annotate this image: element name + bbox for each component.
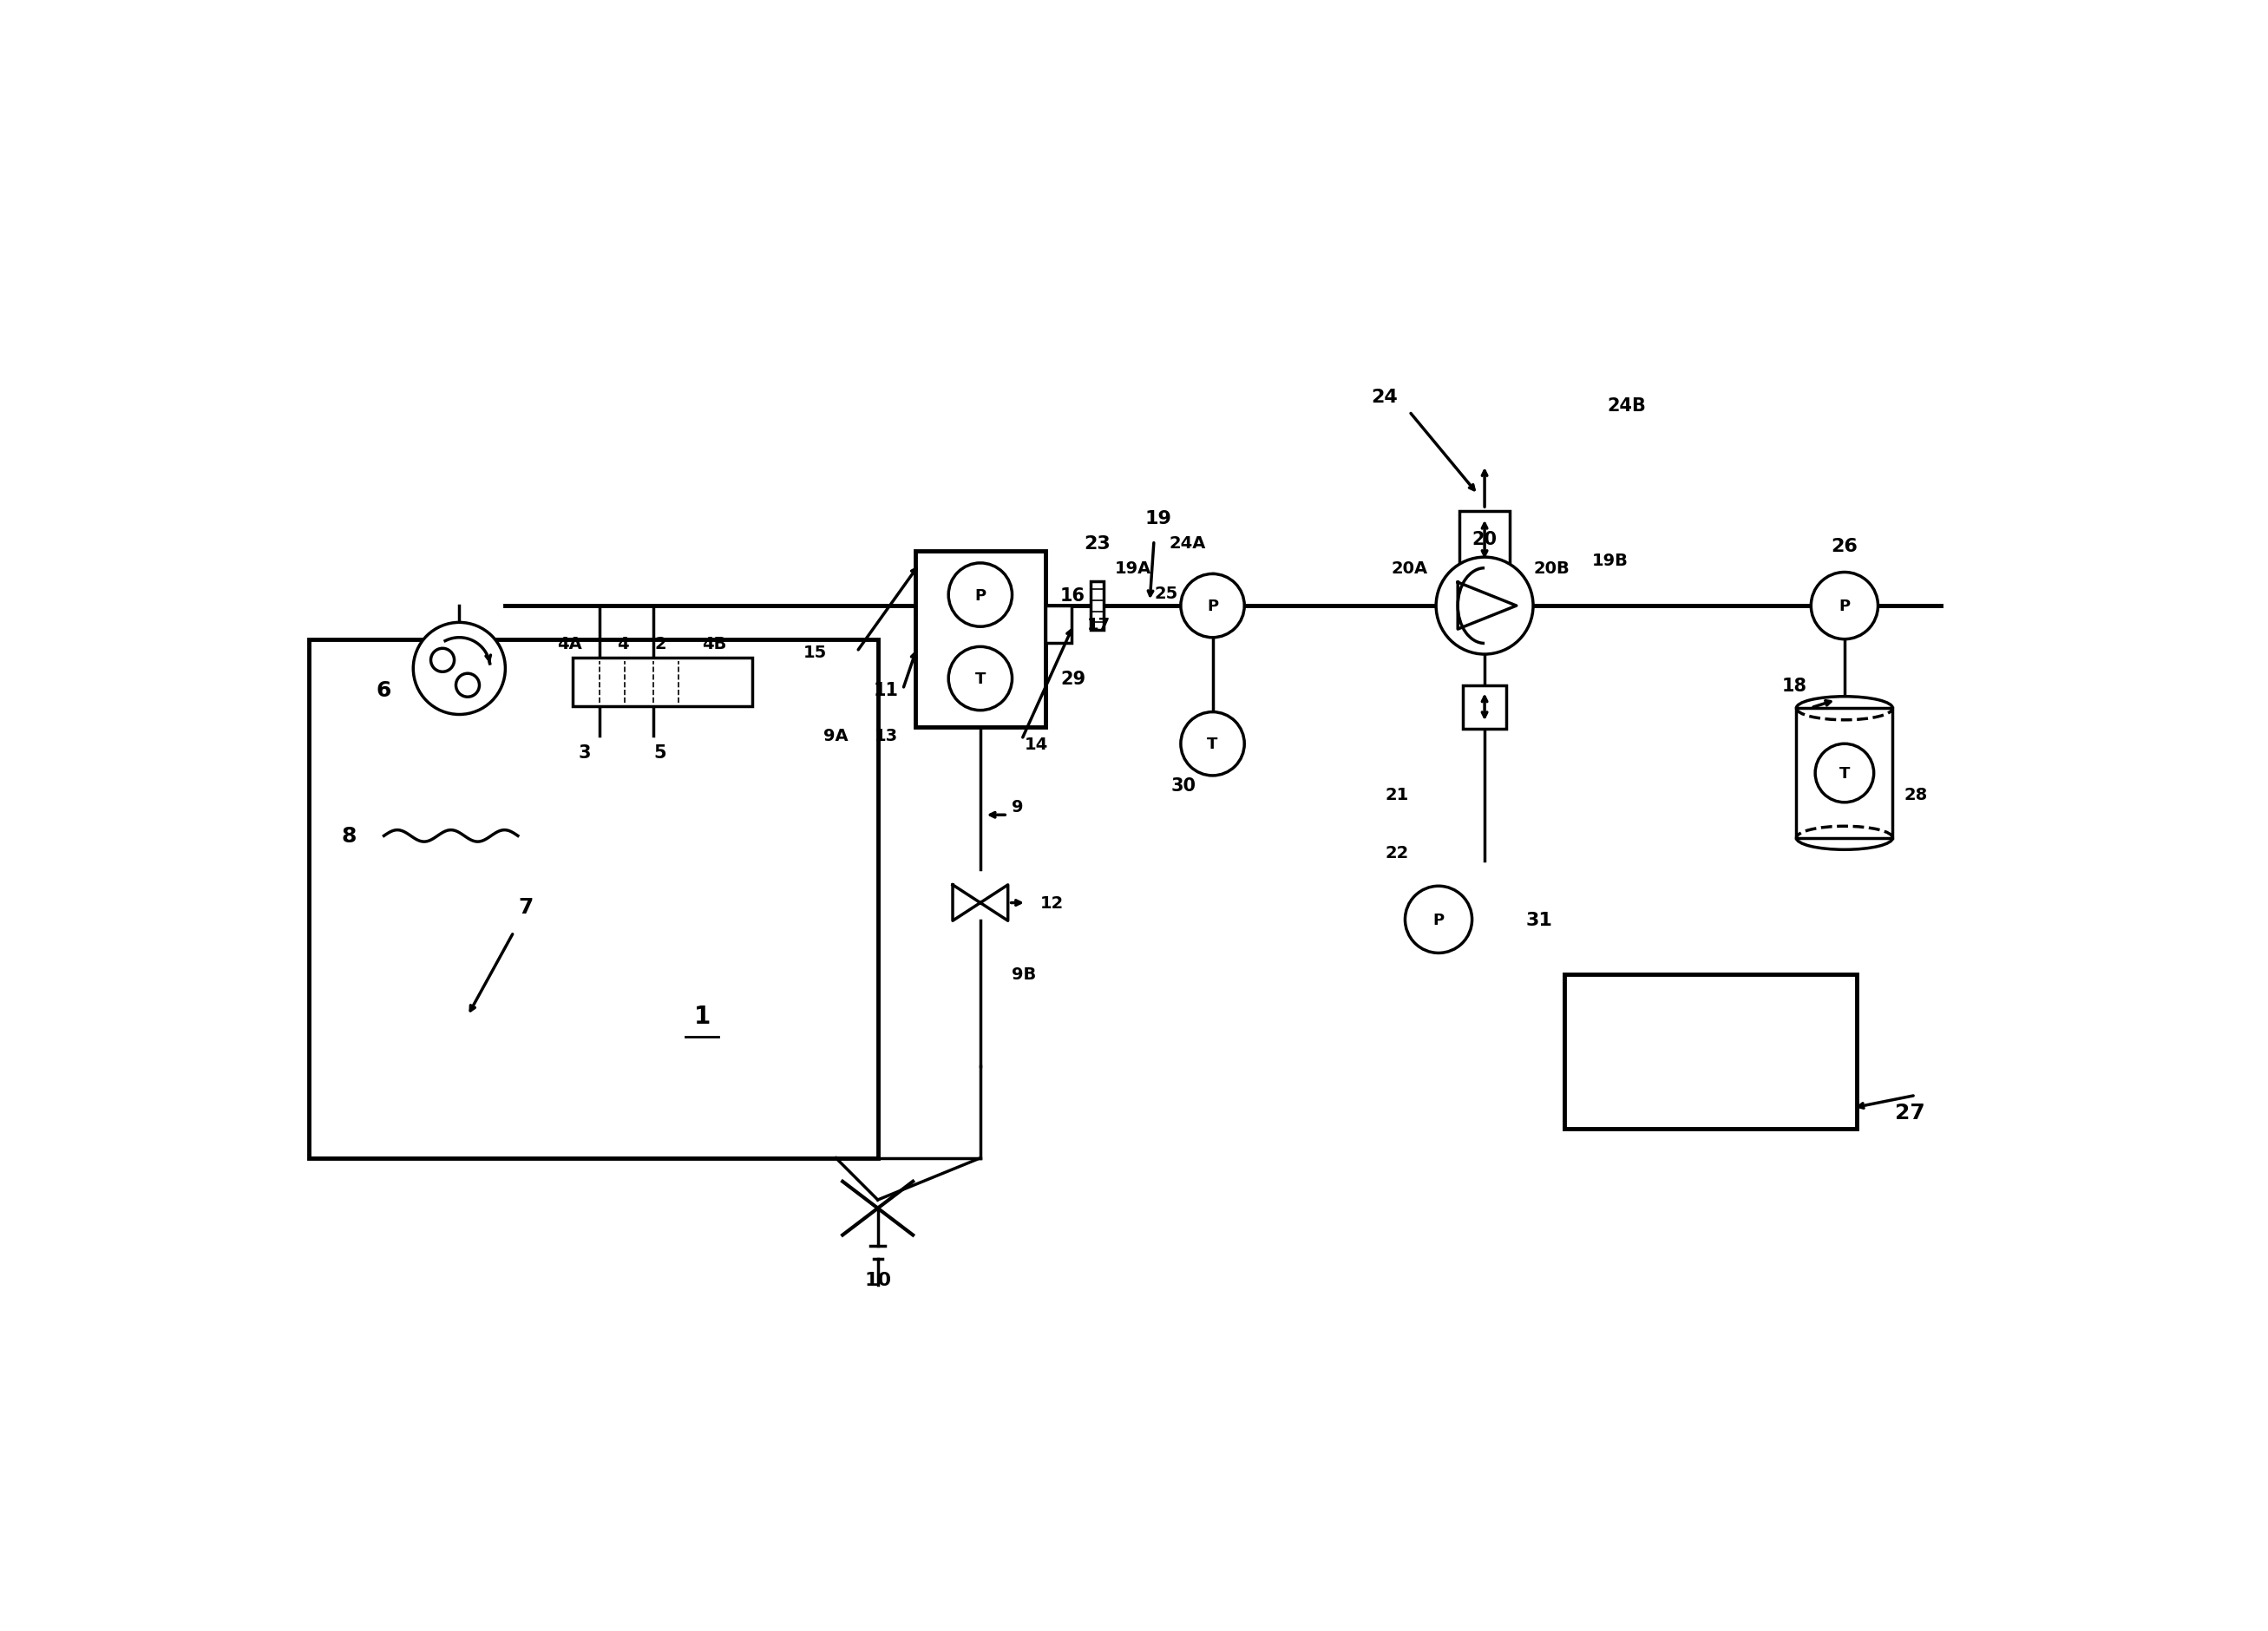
- Text: 25: 25: [1154, 586, 1179, 602]
- Text: 5: 5: [653, 744, 667, 762]
- Circle shape: [1182, 713, 1245, 776]
- Text: 19A: 19A: [1116, 561, 1152, 577]
- Text: P: P: [1433, 912, 1445, 928]
- Text: P: P: [1839, 599, 1851, 613]
- Text: 9B: 9B: [1012, 966, 1036, 982]
- Text: 20A: 20A: [1390, 561, 1427, 577]
- Bar: [916, 551, 1046, 727]
- Text: 22: 22: [1386, 845, 1408, 861]
- Text: 4: 4: [617, 636, 628, 652]
- Bar: [1796, 708, 1892, 838]
- Bar: [308, 639, 878, 1158]
- Text: 26: 26: [1830, 537, 1857, 555]
- Text: 24B: 24B: [1608, 396, 1647, 414]
- Text: T: T: [1207, 736, 1218, 752]
- Text: 18: 18: [1783, 677, 1808, 695]
- Text: 21: 21: [1386, 786, 1408, 802]
- Circle shape: [1812, 572, 1878, 639]
- Text: 9: 9: [1012, 799, 1023, 816]
- Bar: [1463, 685, 1506, 729]
- Circle shape: [948, 564, 1012, 626]
- Text: 14: 14: [1025, 736, 1048, 752]
- Text: T: T: [975, 670, 987, 687]
- Text: 20: 20: [1472, 530, 1497, 548]
- Text: 16: 16: [1059, 587, 1086, 603]
- Text: 27: 27: [1894, 1103, 1926, 1122]
- Text: 10: 10: [864, 1271, 891, 1288]
- Circle shape: [1436, 558, 1533, 654]
- Text: 24: 24: [1370, 388, 1397, 406]
- Circle shape: [1406, 886, 1472, 953]
- Text: P: P: [975, 587, 987, 603]
- Text: 9A: 9A: [823, 727, 848, 744]
- Text: 15: 15: [803, 644, 828, 661]
- Text: 17: 17: [1086, 617, 1111, 633]
- Bar: [572, 657, 753, 706]
- Text: 4B: 4B: [703, 636, 726, 652]
- Text: 7: 7: [519, 897, 533, 918]
- Text: 30: 30: [1170, 778, 1195, 794]
- Text: 20B: 20B: [1533, 561, 1569, 577]
- Text: 24A: 24A: [1168, 535, 1207, 551]
- Text: 4A: 4A: [558, 636, 583, 652]
- Text: 31: 31: [1526, 912, 1551, 928]
- Bar: [1565, 974, 1857, 1129]
- Circle shape: [1814, 744, 1873, 802]
- Bar: [1091, 582, 1105, 631]
- Text: 6: 6: [376, 680, 392, 700]
- Text: 28: 28: [1903, 786, 1928, 802]
- Text: 29: 29: [1059, 670, 1086, 688]
- Text: T: T: [1839, 765, 1851, 781]
- Text: 13: 13: [875, 727, 898, 744]
- Text: 3: 3: [578, 744, 592, 762]
- Text: 19B: 19B: [1592, 551, 1628, 568]
- Text: 2: 2: [653, 636, 667, 652]
- Text: 12: 12: [1039, 895, 1064, 912]
- Circle shape: [948, 648, 1012, 711]
- Text: 23: 23: [1084, 535, 1111, 553]
- Circle shape: [1182, 574, 1245, 638]
- Bar: [1046, 607, 1073, 644]
- Text: 11: 11: [873, 682, 898, 698]
- Text: 1: 1: [694, 1005, 710, 1028]
- Circle shape: [413, 623, 506, 714]
- Text: 8: 8: [340, 825, 356, 846]
- Text: 19: 19: [1145, 509, 1173, 527]
- Text: P: P: [1207, 599, 1218, 613]
- Bar: [1461, 512, 1510, 569]
